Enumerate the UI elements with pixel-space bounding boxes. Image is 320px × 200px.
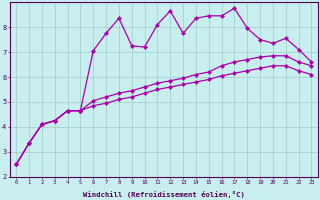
X-axis label: Windchill (Refroidissement éolien,°C): Windchill (Refroidissement éolien,°C)	[83, 191, 245, 198]
